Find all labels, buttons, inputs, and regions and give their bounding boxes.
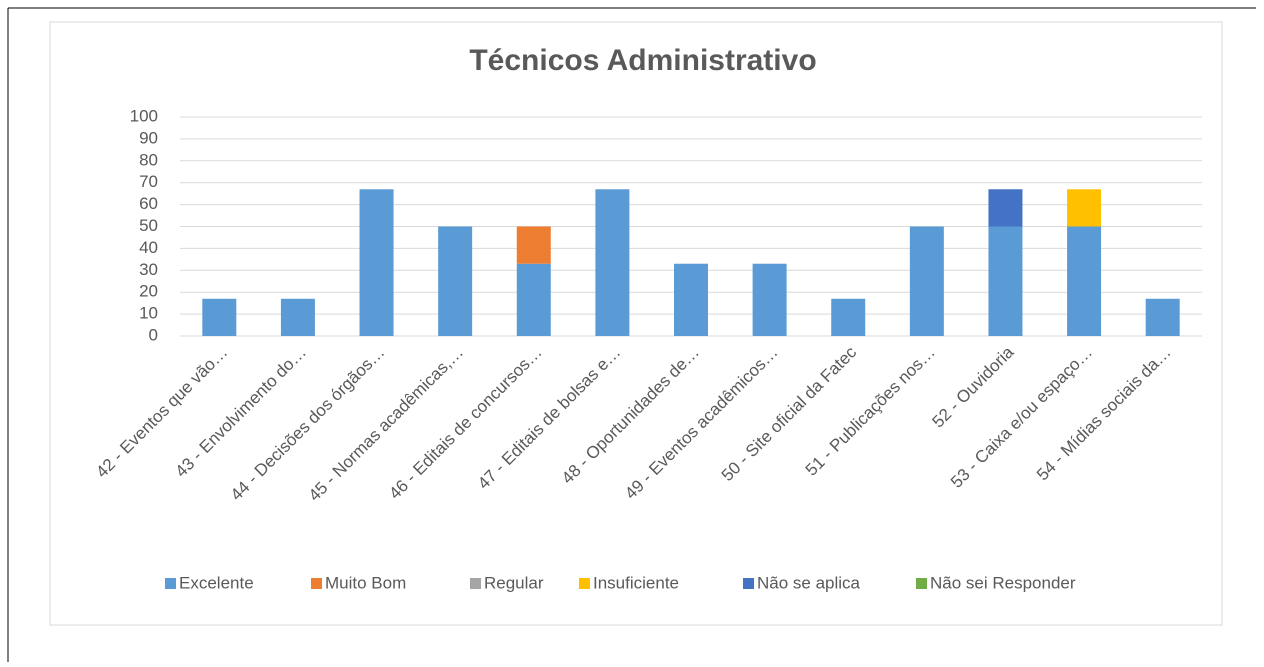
y-tick-label: 80	[139, 150, 158, 169]
legend-label: Excelente	[179, 573, 254, 592]
bar-segment	[1145, 298, 1180, 336]
legend-label: Insuficiente	[593, 573, 679, 592]
legend-swatch	[470, 578, 481, 589]
legend-swatch	[311, 578, 322, 589]
bar-segment	[438, 226, 473, 336]
bar-segment	[595, 189, 630, 336]
y-tick-label: 0	[149, 325, 158, 344]
y-tick-label: 100	[130, 106, 158, 125]
bar-segment	[752, 263, 787, 336]
y-tick-label: 10	[139, 304, 158, 323]
bar-segment	[202, 298, 237, 336]
legend-label: Muito Bom	[325, 573, 406, 592]
legend-swatch	[743, 578, 754, 589]
bar-segment	[909, 226, 944, 336]
legend-swatch	[165, 578, 176, 589]
bar-segment	[988, 189, 1023, 227]
legend-swatch	[916, 578, 927, 589]
legend-swatch	[579, 578, 590, 589]
chart-title: Técnicos Administrativo	[469, 44, 816, 77]
bar-segment	[831, 298, 866, 336]
bar-segment	[516, 263, 551, 336]
y-tick-label: 30	[139, 260, 158, 279]
legend-label: Não sei Responder	[930, 573, 1076, 592]
chart-frame	[49, 21, 1223, 626]
bar-segment	[280, 298, 315, 336]
y-tick-label: 70	[139, 172, 158, 191]
bar-segment	[359, 189, 394, 336]
y-tick-label: 90	[139, 128, 158, 147]
bar-segment	[1067, 226, 1102, 336]
y-tick-label: 20	[139, 282, 158, 301]
y-tick-label: 60	[139, 194, 158, 213]
bar-segment	[516, 226, 551, 264]
bar-segment	[988, 226, 1023, 336]
bar-segment	[1067, 189, 1102, 227]
legend-label: Regular	[484, 573, 544, 592]
legend-label: Não se aplica	[757, 573, 861, 592]
y-tick-label: 50	[139, 216, 158, 235]
bar-segment	[674, 263, 708, 336]
y-tick-label: 40	[139, 238, 158, 257]
